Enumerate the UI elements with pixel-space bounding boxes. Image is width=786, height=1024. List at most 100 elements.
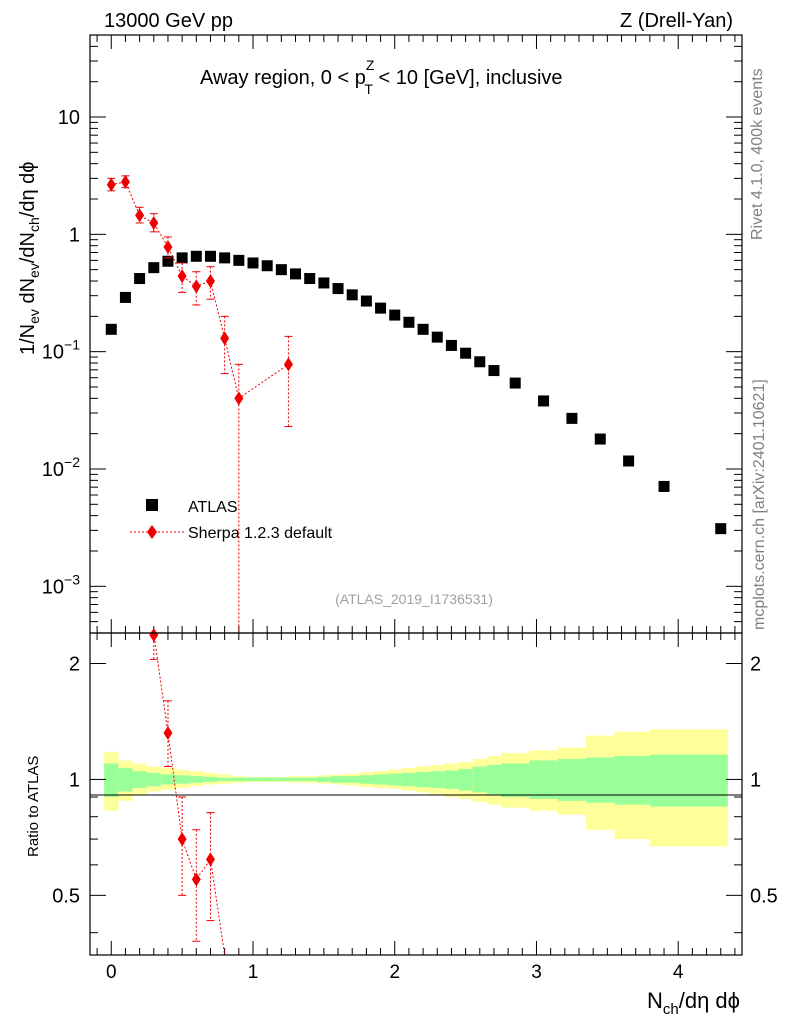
atlas-point-26 xyxy=(474,356,486,368)
sherpa-point-5 xyxy=(177,269,187,284)
atlas-point-17 xyxy=(346,289,358,301)
atlas-point-0 xyxy=(105,323,117,335)
rivet-label: Rivet 4.1.0, 400k events xyxy=(749,68,766,240)
atlas-point-13 xyxy=(290,268,302,280)
atlas-point-6 xyxy=(190,250,202,262)
band-inner-4 xyxy=(160,774,176,785)
xlabel: Nch/dη dϕ xyxy=(647,988,740,1018)
atlas-point-5 xyxy=(176,252,188,264)
band-inner-15 xyxy=(316,776,331,782)
main-data-points xyxy=(105,174,727,633)
band-inner-28 xyxy=(501,763,530,798)
ratio-data-points xyxy=(149,628,229,956)
y-tick-label-4: 10 xyxy=(58,107,80,129)
sherpa-point-2 xyxy=(135,208,145,223)
atlas-point-8 xyxy=(219,252,231,264)
atlas-point-12 xyxy=(275,264,287,276)
band-inner-23 xyxy=(430,771,445,788)
main-frame xyxy=(89,34,743,634)
sherpa-point-4 xyxy=(163,239,173,254)
atlas-point-11 xyxy=(261,260,273,272)
ratio-point-2 xyxy=(177,832,187,847)
band-inner-24 xyxy=(444,770,459,789)
ratio-frame xyxy=(89,632,743,956)
band-inner-1 xyxy=(118,768,133,792)
atlas-point-24 xyxy=(445,339,457,351)
legend-data-marker xyxy=(146,499,158,511)
band-inner-11 xyxy=(260,777,275,782)
legend-mc-marker xyxy=(147,525,157,539)
atlas-point-4 xyxy=(162,255,174,267)
band-inner-8 xyxy=(217,777,232,782)
ratio-ylabel: Ratio to ATLAS xyxy=(25,756,42,857)
atlas-point-31 xyxy=(594,433,606,445)
mcplots-label: mcplots.cern.ch [arXiv:2401.10621] xyxy=(751,379,768,630)
y-tick-mant-4: 10 xyxy=(58,107,80,129)
legend-data-label: ATLAS xyxy=(188,499,238,516)
y-tick-mant-3: 1 xyxy=(69,224,80,246)
y-tick-label-3: 1 xyxy=(69,224,80,246)
sherpa-point-1 xyxy=(120,174,130,189)
header-left: 13000 GeV pp xyxy=(104,10,233,32)
band-inner-2 xyxy=(132,771,147,788)
region-annotation: Away region, 0 < pZ T < 10 [GeV], inclusi… xyxy=(200,57,563,97)
y-tick-label-2: 10−1 xyxy=(42,337,80,364)
region-text: Away region, 0 < p xyxy=(200,67,366,89)
atlas-point-32 xyxy=(623,455,635,467)
r-tick-label-left-2: 2 xyxy=(69,653,80,675)
band-inner-17 xyxy=(345,776,360,783)
band-inner-16 xyxy=(330,776,346,783)
band-inner-10 xyxy=(245,777,261,782)
band-inner-20 xyxy=(387,773,402,786)
band-inner-27 xyxy=(486,765,502,795)
atlas-point-14 xyxy=(304,273,316,285)
sherpa-point-7 xyxy=(205,274,215,289)
band-inner-0 xyxy=(104,763,119,798)
atlas-point-10 xyxy=(247,257,259,269)
atlas-point-2 xyxy=(134,273,146,285)
axis-ticks xyxy=(90,34,742,955)
band-inner-33 xyxy=(649,754,728,807)
atlas-point-9 xyxy=(233,254,245,266)
band-inner-18 xyxy=(359,775,374,784)
band-inner-14 xyxy=(302,777,317,782)
atlas-point-16 xyxy=(332,283,344,295)
band-inner-32 xyxy=(614,756,650,805)
y-tick-label-0: 10−3 xyxy=(42,571,80,598)
y-tick-label-1: 10−2 xyxy=(42,454,80,481)
atlas-point-20 xyxy=(389,309,401,321)
band-inner-9 xyxy=(231,777,246,782)
r-tick-label-right-1: 1 xyxy=(750,769,761,791)
band-inner-12 xyxy=(274,777,289,782)
atlas-point-29 xyxy=(538,395,550,407)
sherpa-point-10 xyxy=(283,357,293,372)
atlas-point-30 xyxy=(566,412,578,424)
band-inner-25 xyxy=(458,768,473,791)
atlas-point-23 xyxy=(431,331,443,343)
r-tick-label-left-0.5: 0.5 xyxy=(52,885,80,907)
sherpa-point-3 xyxy=(149,215,159,230)
y-tick-mant-2: 10 xyxy=(42,342,64,364)
atlas-point-22 xyxy=(417,323,429,335)
region-sub: T xyxy=(364,81,373,97)
legend-mc-label: Sherpa 1.2.3 default xyxy=(188,525,333,542)
atlas-point-25 xyxy=(460,347,472,359)
band-inner-5 xyxy=(175,775,190,784)
r-tick-label-right-0.5: 0.5 xyxy=(750,885,778,907)
x-tick-label-0: 0 xyxy=(106,962,117,983)
ratio-bands xyxy=(104,729,728,847)
ratio-point-4 xyxy=(205,852,215,867)
region-tail: < 10 [GeV], inclusive xyxy=(373,67,563,89)
r-tick-label-right-2: 2 xyxy=(750,653,761,675)
band-inner-22 xyxy=(416,772,431,788)
band-inner-31 xyxy=(586,757,615,803)
band-inner-3 xyxy=(146,772,161,787)
band-inner-29 xyxy=(529,760,558,799)
band-inner-19 xyxy=(373,774,388,785)
analysis-watermark: (ATLAS_2019_I1736531) xyxy=(335,591,493,607)
x-tick-label-1: 1 xyxy=(248,962,259,983)
band-inner-21 xyxy=(401,772,416,787)
atlas-point-34 xyxy=(715,523,727,535)
y-tick-mant-1: 10 xyxy=(42,459,64,481)
